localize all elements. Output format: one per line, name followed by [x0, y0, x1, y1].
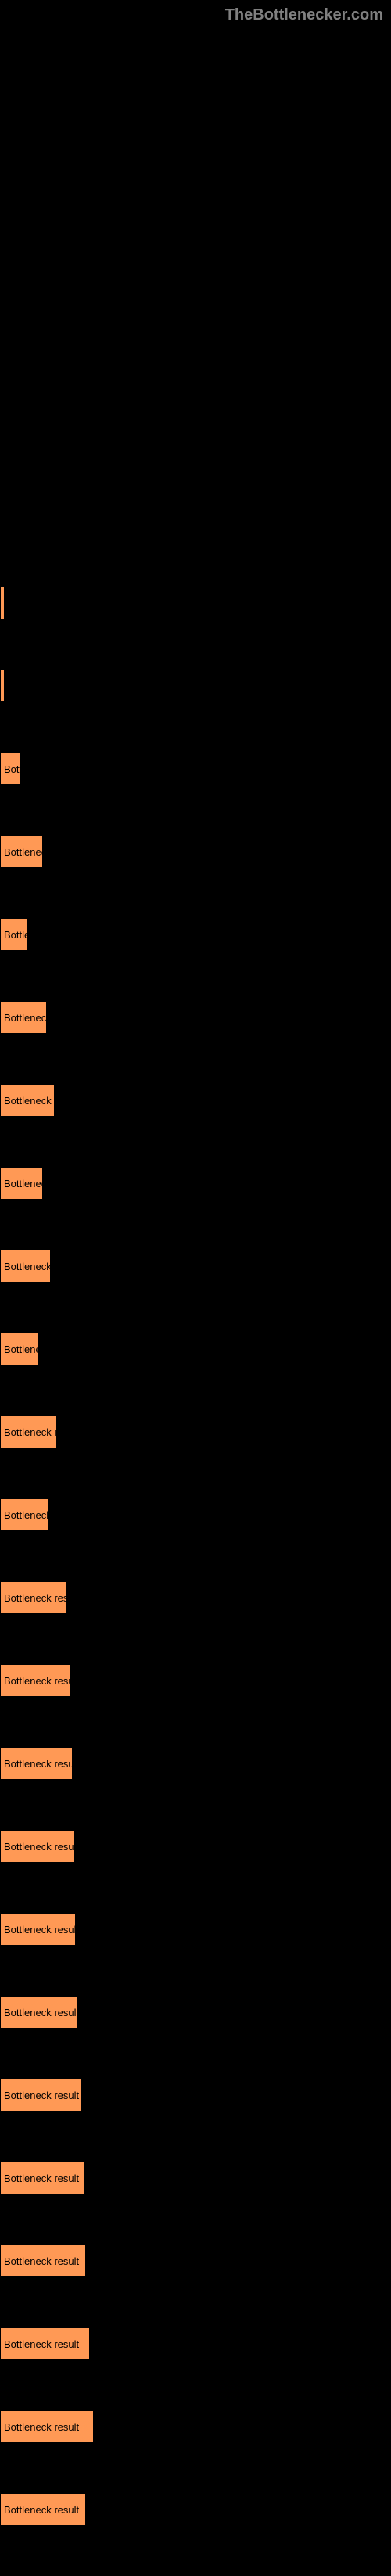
bar-row: Bottleneck result: [0, 1996, 391, 2029]
bar-label: Bottleneck r: [4, 1012, 47, 1024]
bar-row: Bottleneck result: [0, 2079, 391, 2111]
bar-row: [0, 669, 391, 702]
bar-row: Bottleneck result: [0, 1913, 391, 1946]
bar-label: Bottleneck result: [4, 2338, 79, 2350]
bar-label: Bottleneck re: [4, 1261, 51, 1272]
bar: Bottleneck re: [0, 1250, 51, 1283]
bar: Bottleneck result: [0, 2079, 82, 2111]
bar: Bottleneck res: [0, 1084, 55, 1117]
watermark: TheBottlenecker.com: [225, 6, 383, 24]
bar-label: Bottleneck result: [4, 1758, 73, 1770]
bar: Bottleneck r: [0, 1498, 48, 1531]
bar-label: Bottle: [4, 763, 21, 775]
bar-row: Bottleneck result: [0, 2244, 391, 2277]
bar-label: Bottleneck res: [4, 1095, 55, 1107]
bar: Bottleneck result: [0, 1913, 76, 1946]
bar-row: Bottlenec: [0, 1333, 391, 1365]
bar-row: Bottleneck result: [0, 1747, 391, 1780]
bar-label: Bottleneck result: [4, 1924, 76, 1936]
bar-row: Bottleneck result: [0, 1664, 391, 1697]
bar: Bottleneck result: [0, 2493, 86, 2526]
bar-row: Bottlen: [0, 918, 391, 951]
bar-label: Bottleneck: [4, 846, 43, 858]
bar: Bottleneck result: [0, 1830, 74, 1863]
bar-label: Bottleneck result: [4, 2172, 79, 2184]
bar: Bottleneck result: [0, 1747, 73, 1780]
bar-label: Bottleneck result: [4, 2090, 79, 2101]
bar: Bottleneck result: [0, 1664, 70, 1697]
bar-label: Bottlenec: [4, 1344, 39, 1355]
bar-row: Bottleneck re: [0, 1250, 391, 1283]
bar-row: Bottleneck: [0, 1167, 391, 1200]
bar: Bottleneck result: [0, 1996, 78, 2029]
bar-row: Bottleneck result: [0, 2410, 391, 2443]
bar-label: Bottleneck result: [4, 1841, 74, 1853]
bar-label: Bottleneck r: [4, 1509, 48, 1521]
bar-label: Bottleneck result: [4, 2421, 79, 2433]
bar: Bottlenec: [0, 1333, 39, 1365]
bar-row: Bottleneck result: [0, 2162, 391, 2194]
bar-label: Bottleneck: [4, 1178, 43, 1189]
bar-label: Bottleneck result: [4, 1592, 66, 1604]
bar: [0, 669, 5, 702]
bar-row: Bottleneck res: [0, 1084, 391, 1117]
bar: Bottle: [0, 752, 21, 785]
bar-label: Bottleneck resu: [4, 1426, 56, 1438]
bar: Bottlen: [0, 918, 27, 951]
bar: [0, 587, 5, 619]
bar-row: [0, 587, 391, 619]
bar-row: Bottle: [0, 752, 391, 785]
bar-row: Bottleneck result: [0, 2493, 391, 2526]
bar-row: Bottleneck result: [0, 1830, 391, 1863]
bar-label: Bottleneck result: [4, 1675, 70, 1687]
bar: Bottleneck resu: [0, 1415, 56, 1448]
bar: Bottleneck result: [0, 1581, 66, 1614]
bar-row: Bottleneck: [0, 835, 391, 868]
bar: Bottleneck result: [0, 2162, 84, 2194]
bar-row: Bottleneck r: [0, 1498, 391, 1531]
bar-label: Bottleneck result: [4, 2007, 78, 2018]
bar-row: Bottleneck resu: [0, 1415, 391, 1448]
bar: Bottleneck: [0, 835, 43, 868]
bar: Bottleneck result: [0, 2410, 94, 2443]
bar-label: Bottleneck result: [4, 2504, 79, 2516]
bar-row: Bottleneck result: [0, 1581, 391, 1614]
bar: Bottleneck result: [0, 2327, 90, 2360]
bar: Bottleneck r: [0, 1001, 47, 1034]
bar: Bottleneck result: [0, 2244, 86, 2277]
bar-row: Bottleneck r: [0, 1001, 391, 1034]
bar-label: Bottlen: [4, 929, 27, 941]
bar-label: Bottleneck result: [4, 2255, 79, 2267]
bar-row: Bottleneck result: [0, 2327, 391, 2360]
bar: Bottleneck: [0, 1167, 43, 1200]
bar-chart: Bottle Bottleneck Bottlen Bottleneck r Bottl…: [0, 0, 391, 2526]
